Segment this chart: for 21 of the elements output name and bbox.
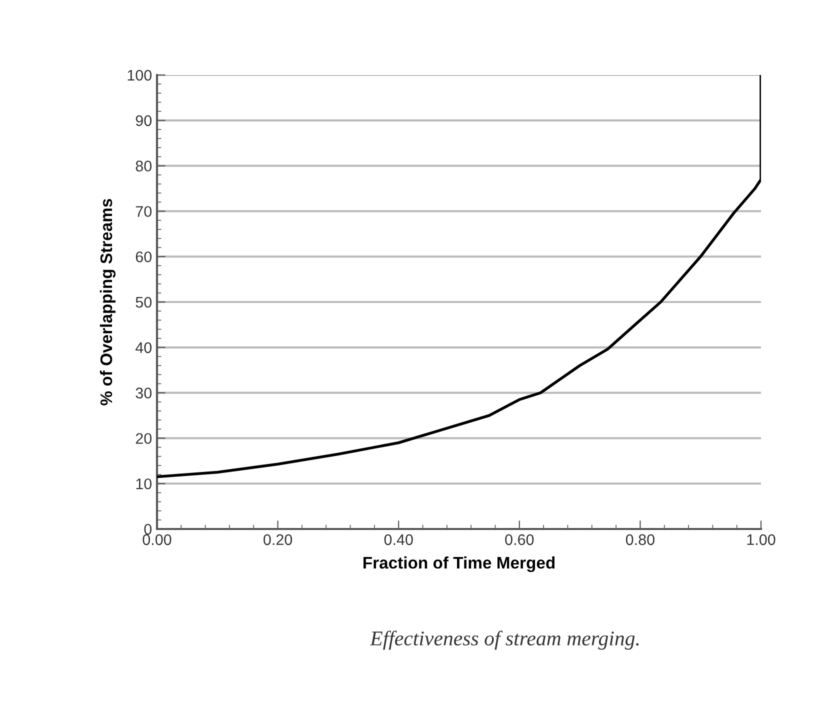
y-axis-title: % of Overlapping Streams: [100, 198, 116, 406]
y-tick-label: 80: [136, 160, 152, 172]
y-tick-label: 60: [136, 251, 152, 262]
x-tick-label: 0.80: [626, 534, 654, 546]
text: Effectiveness of stream merging.: [370, 630, 639, 650]
y-tick-label: 50: [136, 296, 152, 308]
x-tick-label: 0.60: [505, 534, 534, 546]
x-axis-title: Fraction of Time Merged: [363, 556, 555, 572]
y-tick-label: 30: [136, 388, 152, 398]
x-tick-label: 0.40: [384, 534, 413, 546]
y-tick-label: 40: [136, 342, 152, 354]
y-tick-label: 90: [136, 115, 152, 126]
y-tick-label: 100: [128, 70, 152, 81]
x-tick-label: 1.00: [747, 534, 776, 546]
y-tick-label: 20: [136, 433, 152, 444]
y-tick-label: 10: [136, 478, 152, 490]
y-tick-label: 0: [144, 524, 152, 535]
y-tick-label: 70: [136, 206, 152, 217]
x-tick-label: 0.20: [264, 534, 292, 546]
x-tick-label: 0.00: [142, 534, 172, 546]
line-series: [157, 75, 761, 478]
